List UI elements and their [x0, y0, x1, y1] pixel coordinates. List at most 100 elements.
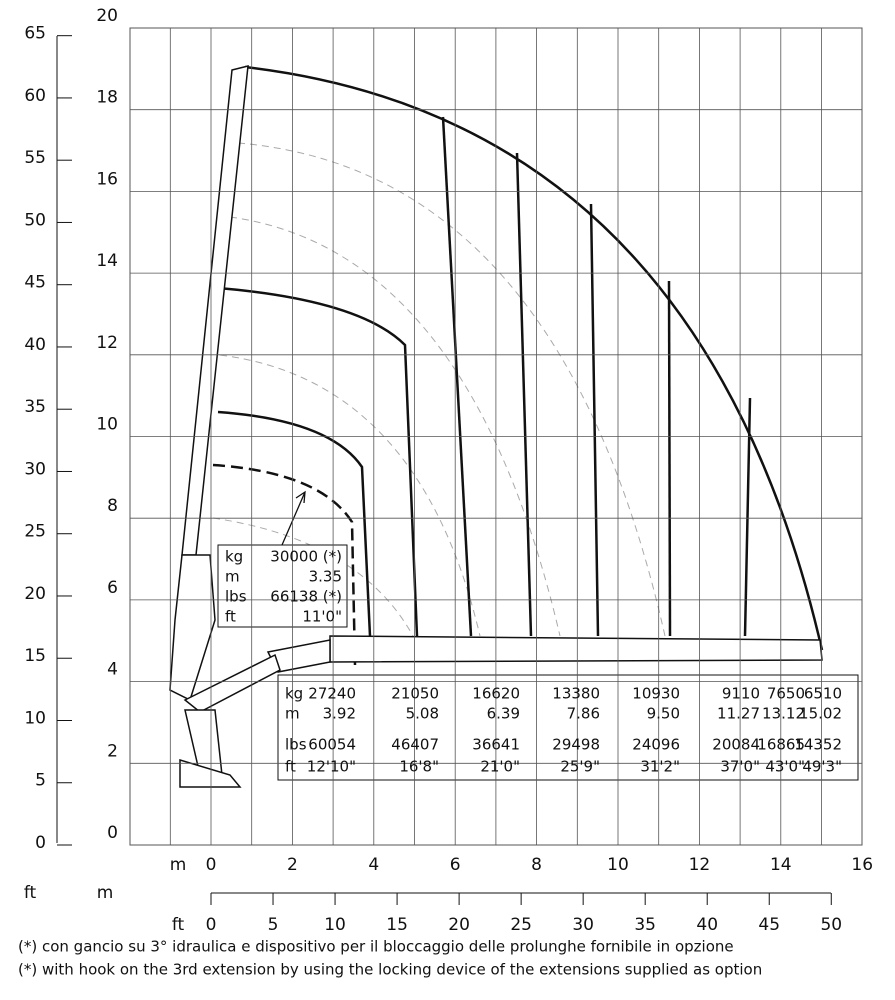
footnote: (*) with hook on the 3rd extension by us… [18, 961, 762, 979]
bottom-ft-label: ft [172, 915, 185, 935]
ft-tick-label: 50 [24, 210, 46, 230]
ft-x-tick-label: 15 [386, 915, 408, 935]
table-cell: 16865 [757, 736, 805, 754]
table-cell: 12'10" [307, 758, 356, 776]
left-unit-m: m [97, 883, 114, 903]
y-tick-label: 12 [96, 333, 118, 353]
x-tick-label: 2 [287, 855, 298, 875]
table-cell: 60054 [308, 736, 356, 754]
table-unit: m [285, 705, 300, 723]
table-unit: kg [285, 685, 303, 703]
table-cell: 13380 [552, 685, 600, 703]
ft-tick-label: 55 [24, 148, 46, 168]
y-tick-label: 6 [107, 578, 118, 598]
ft-x-tick-label: 20 [448, 915, 470, 935]
y-tick-label: 8 [107, 496, 118, 516]
dashed-arcs [212, 142, 666, 637]
x-tick-label: 0 [206, 855, 217, 875]
table-cell: 14352 [794, 736, 842, 754]
y-tick-label: 2 [107, 741, 118, 761]
callout-unit: kg [225, 548, 243, 566]
table-cell: 16620 [472, 685, 520, 703]
table-cell: 24096 [632, 736, 680, 754]
ft-tick-label: 20 [24, 584, 46, 604]
y-tick-label: 14 [96, 251, 118, 271]
ft-tick-label: 5 [35, 771, 46, 791]
table-unit: ft [285, 758, 296, 776]
y-tick-label: 18 [96, 88, 118, 108]
ft-x-tick-label: 25 [510, 915, 532, 935]
ft-tick-label: 45 [24, 273, 46, 293]
table-cell: 11.27 [717, 705, 760, 723]
table-cell: 5.08 [406, 705, 439, 723]
y-tick-label: 0 [107, 823, 118, 843]
left-unit-ft: ft [24, 883, 37, 903]
table-cell: 7.86 [567, 705, 600, 723]
ft-tick-label: 40 [24, 335, 46, 355]
x-tick-label: 4 [368, 855, 379, 875]
table-cell: 9110 [722, 685, 760, 703]
table-cell: 20084 [712, 736, 760, 754]
ft-x-tick-label: 0 [206, 915, 217, 935]
y-tick-label: 10 [96, 415, 118, 435]
table-cell: 49'3" [802, 758, 842, 776]
ft-x-tick-label: 30 [572, 915, 594, 935]
ft-x-tick-label: 40 [696, 915, 718, 935]
callout-value: 3.35 [309, 568, 342, 586]
ft-x-tick-label: 10 [324, 915, 346, 935]
ft-tick-label: 60 [24, 86, 46, 106]
table-cell: 46407 [391, 736, 439, 754]
table-cell: 10930 [632, 685, 680, 703]
table-cell: 6510 [804, 685, 842, 703]
ft-tick-label: 65 [24, 24, 46, 44]
x-tick-label: 6 [450, 855, 461, 875]
table-cell: 25'9" [560, 758, 600, 776]
table-cell: 16'8" [399, 758, 439, 776]
y-tick-label: 16 [96, 169, 118, 189]
y-tick-label: 4 [107, 660, 118, 680]
table-cell: 15.02 [799, 705, 842, 723]
x-tick-label: 10 [607, 855, 629, 875]
table-cell: 6.39 [487, 705, 520, 723]
x-tick-label: 14 [770, 855, 792, 875]
ft-x-tick-label: 50 [820, 915, 842, 935]
footnote: (*) con gancio su 3° idraulica e disposi… [18, 938, 734, 956]
table-cell: 3.92 [323, 705, 356, 723]
table-cell: 31'2" [640, 758, 680, 776]
ft-x-tick-label: 5 [268, 915, 279, 935]
x-tick-label: 16 [851, 855, 873, 875]
table-cell: 13.12 [762, 705, 805, 723]
table-cell: 36641 [472, 736, 520, 754]
table-unit: lbs [285, 736, 307, 754]
table-cell: 27240 [308, 685, 356, 703]
ft-tick-label: 35 [24, 397, 46, 417]
table-cell: 21'0" [480, 758, 520, 776]
callout-unit: lbs [225, 588, 247, 606]
table-cell: 43'0" [765, 758, 805, 776]
ft-x-tick-label: 45 [758, 915, 780, 935]
x-tick-label: 12 [689, 855, 711, 875]
ft-tick-label: 15 [24, 646, 46, 666]
bottom-m-label: m [170, 855, 187, 875]
table-cell: 7650 [767, 685, 805, 703]
callout-value: 30000 (*) [270, 548, 342, 566]
x-tick-label: 8 [531, 855, 542, 875]
ft-tick-label: 25 [24, 522, 46, 542]
ft-x-tick-label: 35 [634, 915, 656, 935]
ft-tick-label: 30 [24, 459, 46, 479]
callout-value: 66138 (*) [270, 588, 342, 606]
crane-drawing [169, 65, 823, 788]
ft-tick-label: 10 [24, 708, 46, 728]
table-cell: 29498 [552, 736, 600, 754]
reach-curves [212, 65, 824, 666]
table-cell: 9.50 [647, 705, 680, 723]
table-cell: 21050 [391, 685, 439, 703]
callout-unit: ft [225, 608, 236, 626]
callout-box [217, 544, 348, 628]
ft-tick-label: 0 [35, 833, 46, 853]
callout-unit: m [225, 568, 240, 586]
y-tick-label: 20 [96, 6, 118, 26]
callout-value: 11'0" [302, 608, 342, 626]
table-box [277, 674, 859, 781]
